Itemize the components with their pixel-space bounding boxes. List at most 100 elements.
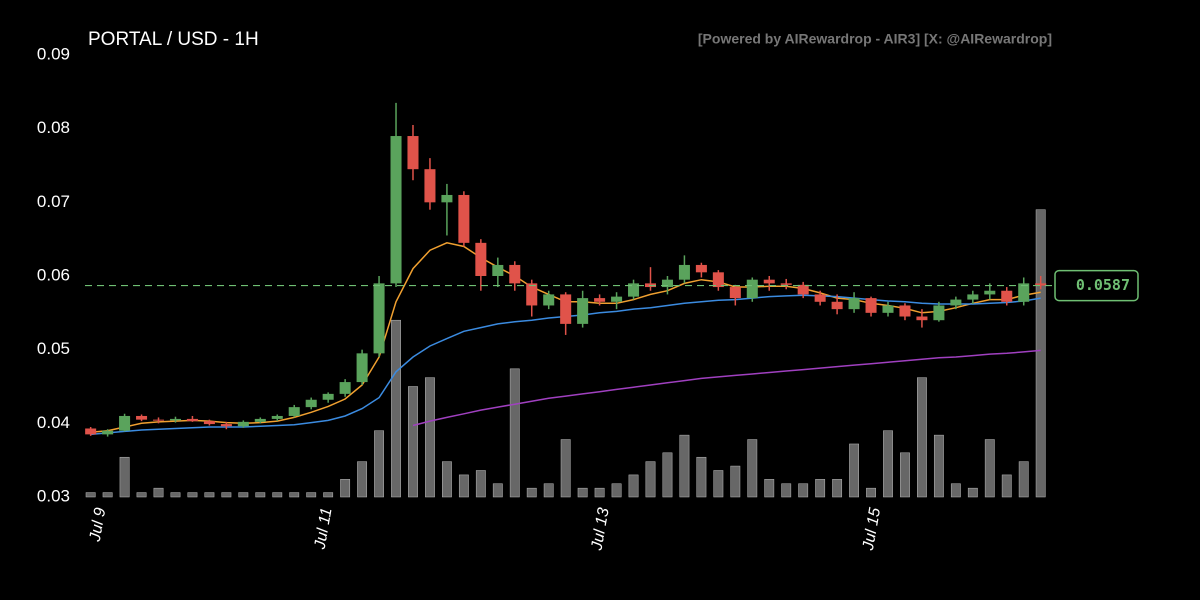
volume-bar (153, 487, 164, 498)
volume-bar (849, 443, 859, 498)
candle-body (288, 407, 300, 416)
candle-body (780, 283, 792, 285)
volume-bar (594, 487, 605, 498)
candle-body (390, 136, 402, 284)
candle-body (441, 194, 453, 203)
volume-bar (306, 492, 317, 498)
candle-body (237, 421, 249, 427)
moving-average-line (412, 349, 1041, 427)
y-tick-label: 0.03 (37, 486, 70, 505)
volume-bar (543, 483, 554, 498)
volume-bar (204, 492, 215, 498)
candle-body (475, 242, 487, 276)
candle-body (492, 264, 504, 276)
y-tick-label: 0.06 (37, 265, 70, 284)
candle-body (339, 382, 351, 394)
candle-body (814, 294, 826, 302)
y-tick-label: 0.09 (37, 44, 70, 63)
volume-bar (645, 461, 656, 498)
candle-body (611, 296, 623, 302)
candle-body (916, 316, 928, 321)
volume-bar (900, 452, 910, 498)
volume-bar (85, 492, 96, 498)
volume-bar (136, 492, 147, 498)
volume-bar (187, 492, 198, 498)
volume-bar (238, 492, 249, 498)
volume-bar (374, 430, 384, 498)
candle-body (373, 283, 385, 354)
candle-body (424, 169, 436, 203)
candle-body (509, 264, 521, 284)
chart-title: PORTAL / USD - 1H (88, 29, 259, 50)
volume-bar (323, 492, 334, 498)
volume-bar (1035, 209, 1046, 498)
candle-body (458, 194, 470, 243)
candle-body (1035, 283, 1047, 286)
volume-bar (628, 474, 639, 498)
volume-bar (747, 439, 758, 498)
volume-bar (340, 479, 351, 498)
x-tick-label: Jul 11 (311, 506, 335, 551)
candle-body (356, 353, 368, 383)
candle-body (899, 305, 911, 317)
volume-bar (577, 487, 588, 498)
candle-body (746, 279, 758, 299)
volume-bar (713, 470, 724, 498)
volume-bar (442, 461, 452, 498)
last-price-box (1054, 269, 1139, 302)
volume-bar (798, 483, 809, 498)
volume-bar (933, 434, 944, 498)
volume-bar (679, 434, 690, 498)
candle-body (865, 298, 877, 313)
volume-bar (883, 430, 893, 498)
candle-body (763, 279, 775, 284)
volume-bar (967, 487, 978, 498)
volume-bar (815, 479, 826, 498)
candle-body (186, 418, 198, 422)
volume-bar (832, 479, 843, 498)
candle-body (560, 294, 572, 324)
candle-body (203, 421, 215, 425)
candle-body (254, 418, 266, 422)
candle-body (1001, 290, 1013, 302)
candle-body (967, 294, 979, 300)
volume-bar (509, 368, 520, 498)
volume-bar (102, 492, 113, 498)
volume-bar (984, 439, 995, 498)
volume-bar (492, 483, 503, 498)
candle-body (271, 415, 283, 419)
volume-bar (1001, 474, 1012, 498)
volume-bar (408, 386, 418, 498)
volume-bar (730, 465, 741, 498)
volume-bar (289, 492, 300, 498)
volume-bar (391, 319, 401, 498)
volume-bar (272, 492, 283, 498)
candle-body (85, 428, 97, 435)
volume-bar (526, 487, 537, 498)
candle-body (831, 301, 843, 310)
volume-bar (357, 461, 368, 498)
candle-body (695, 264, 707, 273)
volume-bar (255, 492, 266, 498)
candle-body (577, 298, 589, 324)
y-tick-label: 0.07 (37, 192, 70, 211)
volume-bar (764, 479, 775, 498)
volume-bar (475, 470, 486, 498)
volume-bar (1018, 461, 1029, 498)
volume-bar (458, 474, 469, 498)
candle-body (729, 287, 741, 299)
last-price-label: 0.0587 (1076, 276, 1130, 294)
candle-body (407, 136, 419, 170)
candle-body (594, 298, 606, 302)
candle-body (933, 305, 945, 321)
candle-body (1018, 283, 1030, 302)
moving-average-line (90, 242, 1041, 433)
candle-body (543, 294, 555, 306)
x-tick-label: Jul 15 (860, 506, 884, 552)
volume-bar (917, 377, 927, 498)
candle-body (119, 415, 131, 431)
volume-bar (170, 492, 181, 498)
volume-bar (866, 487, 876, 498)
candle-body (305, 399, 317, 408)
